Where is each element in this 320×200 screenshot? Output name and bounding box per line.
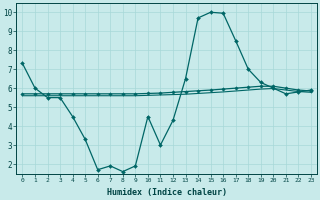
X-axis label: Humidex (Indice chaleur): Humidex (Indice chaleur) [107, 188, 227, 197]
